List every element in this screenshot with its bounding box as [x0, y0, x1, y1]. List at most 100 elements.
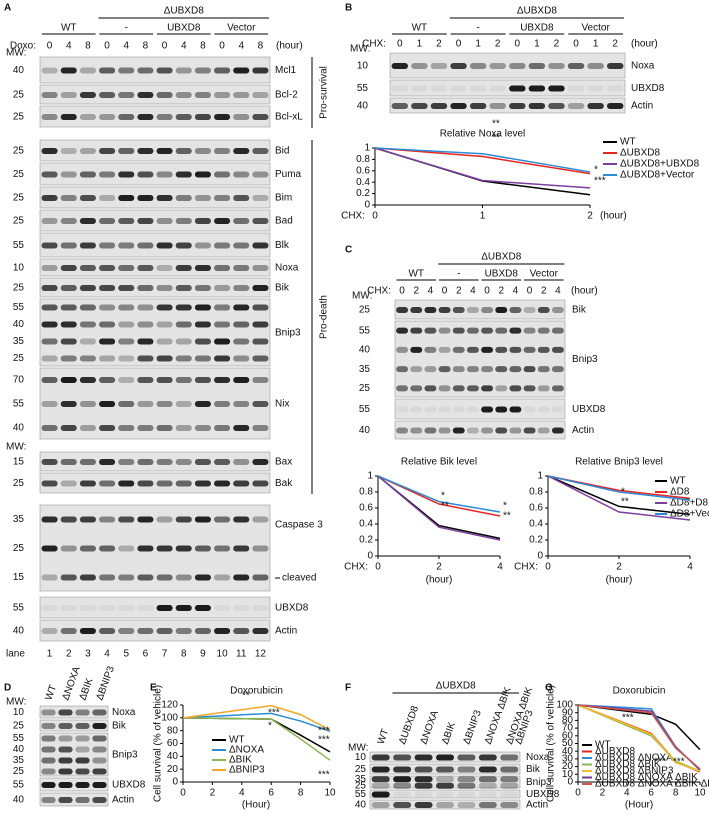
series-line [547, 475, 691, 501]
y-tick-label: 0.8 [529, 487, 543, 498]
y-tick-label: 50 [562, 738, 574, 749]
band [41, 321, 58, 328]
band [99, 401, 116, 407]
lane-number: 1 [47, 649, 53, 660]
band [156, 265, 173, 271]
mw-marker: 35 [359, 364, 371, 375]
protein-label: Mcl1 [275, 65, 297, 76]
band [233, 114, 250, 120]
band [481, 366, 494, 373]
band [466, 366, 479, 373]
band [194, 545, 211, 552]
band [60, 265, 77, 271]
band [92, 709, 107, 716]
lane-number: 9 [200, 649, 206, 660]
band [137, 148, 154, 154]
x-tick-label: 4 [497, 562, 503, 573]
band [424, 327, 437, 334]
band [410, 427, 423, 434]
band [466, 327, 479, 334]
band [75, 757, 90, 764]
band [41, 735, 56, 742]
time-label: 4 [238, 41, 244, 52]
band [41, 92, 58, 98]
band [41, 171, 58, 178]
band [118, 67, 135, 74]
legend-label: ΔD8 [670, 487, 690, 498]
band [214, 628, 231, 634]
band [233, 148, 250, 154]
unit-label: (hour) [276, 41, 303, 52]
band [438, 346, 451, 353]
band [79, 195, 96, 201]
lane-number: 8 [181, 649, 187, 660]
band [252, 377, 269, 383]
band [466, 427, 479, 434]
band [41, 545, 58, 552]
band [414, 782, 433, 789]
band [75, 797, 90, 803]
band [92, 735, 107, 742]
band [118, 285, 135, 291]
unit-label: (hour) [631, 39, 658, 50]
band [233, 545, 250, 552]
time-label: 2 [456, 286, 462, 297]
band [118, 148, 135, 154]
band [79, 242, 96, 249]
mw-marker: 40 [13, 626, 25, 637]
band [500, 766, 519, 773]
legend-label: ΔNOXA [229, 745, 264, 756]
band [214, 459, 231, 465]
mw-label: MW: [350, 44, 370, 55]
band [214, 304, 231, 311]
blot-strip [389, 52, 626, 79]
time-label: 0 [573, 39, 579, 50]
series-line [547, 475, 691, 516]
band [41, 605, 58, 611]
y-tick-label: 1 [367, 471, 373, 482]
band [252, 516, 269, 523]
band [58, 782, 73, 788]
y-tick-label: 120 [161, 700, 178, 711]
legend-label: WT [620, 137, 636, 148]
mw-marker: 25 [355, 764, 367, 775]
treatment-label: Doxo: [10, 41, 36, 52]
band [194, 516, 211, 523]
band [137, 304, 154, 311]
legend-label: ΔUBXD8 ΔNOXA [595, 753, 673, 764]
band [194, 285, 211, 291]
band [79, 425, 96, 431]
band [58, 757, 73, 764]
series-line [182, 704, 331, 731]
legend-label: ΔBNIP3 [229, 765, 265, 776]
band [41, 265, 58, 271]
band [79, 67, 96, 74]
band [252, 265, 269, 271]
y-tick-label: 40 [562, 746, 574, 757]
band [509, 406, 522, 413]
lane-number: 4 [104, 649, 110, 660]
band [99, 605, 116, 611]
band [414, 754, 433, 761]
band [548, 103, 565, 109]
band [99, 67, 116, 74]
x-axis-label: (hour) [426, 575, 453, 586]
band [41, 355, 58, 362]
legend-label: ΔUBXD8 ΔNOXA ΔBIK ΔBNIP3 [595, 779, 709, 790]
y-tick-label: 70 [562, 723, 574, 734]
blot-strip [394, 320, 566, 398]
band [99, 628, 116, 634]
band [118, 574, 135, 581]
band [79, 545, 96, 552]
band [233, 459, 250, 465]
band [75, 723, 90, 729]
x-tick-label: 2 [616, 562, 622, 573]
significance: * [594, 165, 598, 176]
band [252, 628, 269, 634]
mw-marker: 55 [13, 780, 25, 791]
band [99, 377, 116, 383]
band [438, 366, 451, 373]
band [137, 628, 154, 634]
category-label: Pro-survival [319, 66, 330, 119]
mw-label: MW: [352, 291, 372, 302]
